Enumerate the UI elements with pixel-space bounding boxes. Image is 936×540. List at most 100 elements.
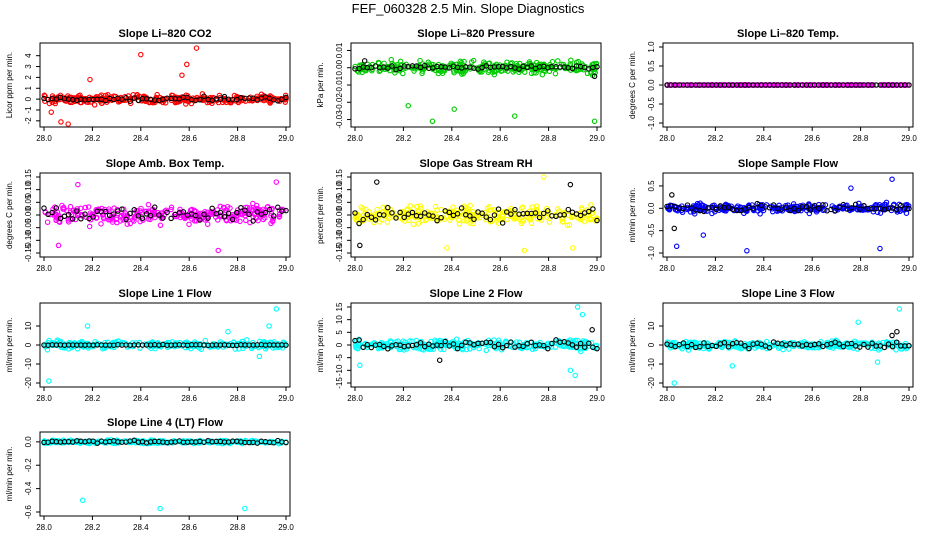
x-tick-label: 28.2 [85, 134, 101, 143]
chart-title: Slope Sample Flow [738, 158, 839, 170]
y-tick-label: -0.03 [335, 110, 344, 129]
data-point [419, 70, 425, 77]
y-tick-label: 2 [24, 75, 33, 80]
data-point [109, 439, 116, 445]
selected-point [865, 344, 871, 350]
selected-point [357, 242, 363, 249]
data-point [555, 58, 561, 64]
x-tick-label: 28.0 [659, 394, 675, 403]
data-point [179, 72, 185, 78]
selected-point [225, 210, 232, 217]
data-point [67, 216, 74, 222]
data-point [752, 82, 758, 88]
selected-point [885, 341, 892, 347]
data-point [84, 323, 91, 329]
chart-title: Slope Line 2 Flow [430, 288, 523, 300]
selected-point [499, 344, 506, 351]
data-point [253, 202, 260, 209]
data-point [444, 245, 450, 251]
data-point [168, 204, 175, 211]
selected-point [701, 340, 707, 346]
x-tick-label: 28.2 [708, 264, 724, 273]
selected-point [283, 439, 289, 446]
selected-point [893, 339, 900, 345]
data-point [243, 438, 249, 445]
selected-point [512, 206, 518, 213]
selected-point [393, 215, 399, 221]
selected-point [147, 212, 154, 219]
data-point [683, 341, 690, 347]
y-tick-label: 0.01 [335, 42, 344, 58]
selected-point [458, 342, 465, 349]
data-point [205, 213, 211, 220]
selected-point [569, 65, 576, 72]
selected-point [57, 215, 64, 222]
y-tick-label: 0.00 [24, 207, 33, 223]
selected-point [680, 205, 687, 212]
data-point [215, 217, 221, 223]
y-tick-label: 0.5 [647, 180, 656, 192]
data-point [889, 176, 895, 182]
data-point [692, 204, 698, 210]
selected-point [119, 206, 125, 212]
selected-point [591, 73, 598, 80]
data-point [50, 206, 56, 212]
data-point [44, 219, 51, 225]
data-point [461, 218, 467, 224]
selected-point [840, 343, 847, 350]
data-point [744, 248, 750, 254]
data-point [879, 82, 886, 88]
y-tick-label: 3 [24, 64, 33, 69]
data-point [268, 212, 274, 219]
x-tick-label: 28.6 [804, 134, 820, 143]
y-tick-label: 0 [24, 342, 33, 347]
selected-point [811, 202, 818, 209]
x-tick-label: 28.0 [36, 523, 52, 532]
data-point [77, 205, 84, 212]
selected-point [783, 204, 789, 210]
selected-point [536, 214, 543, 221]
data-point [838, 82, 844, 88]
data-point [358, 204, 364, 210]
selected-point [102, 208, 109, 215]
selected-point [906, 343, 912, 349]
data-point [570, 245, 576, 251]
y-tick-label: 0.00 [335, 59, 344, 75]
selected-point [421, 62, 428, 69]
data-point [60, 204, 67, 211]
data-point [48, 109, 55, 115]
data-point [267, 97, 273, 104]
selected-point [217, 96, 224, 103]
selected-point [487, 216, 494, 223]
selected-point [409, 209, 416, 216]
data-point [544, 210, 550, 217]
selected-point [160, 215, 166, 221]
y-tick-label: -0.15 [335, 243, 344, 262]
selected-point [380, 212, 387, 218]
x-tick-label: 28.4 [756, 134, 772, 143]
data-point [809, 82, 816, 88]
selected-point [483, 214, 490, 220]
data-point [694, 82, 701, 88]
y-tick-label: -1 [24, 106, 33, 114]
data-point [487, 219, 494, 225]
chart-panel: Slope Line 4 (LT) Flow ml/min per min. -0.… [5, 417, 294, 532]
data-point [255, 344, 262, 351]
data-point [194, 96, 200, 102]
y-tick-label: -0.10 [24, 231, 33, 250]
selected-point [246, 211, 252, 218]
selected-point [356, 220, 362, 227]
x-tick-label: 28.6 [492, 134, 508, 143]
selected-point [569, 342, 576, 348]
selected-point [201, 93, 207, 100]
plot-frame [39, 431, 291, 517]
data-point [204, 221, 211, 227]
data-point [102, 92, 109, 99]
data-point [587, 215, 593, 222]
selected-point [131, 95, 137, 101]
selected-point [491, 343, 498, 350]
data-point [244, 337, 250, 343]
selected-point [283, 342, 289, 348]
y-tick-label: 0.05 [24, 194, 33, 210]
data-point [465, 206, 472, 212]
